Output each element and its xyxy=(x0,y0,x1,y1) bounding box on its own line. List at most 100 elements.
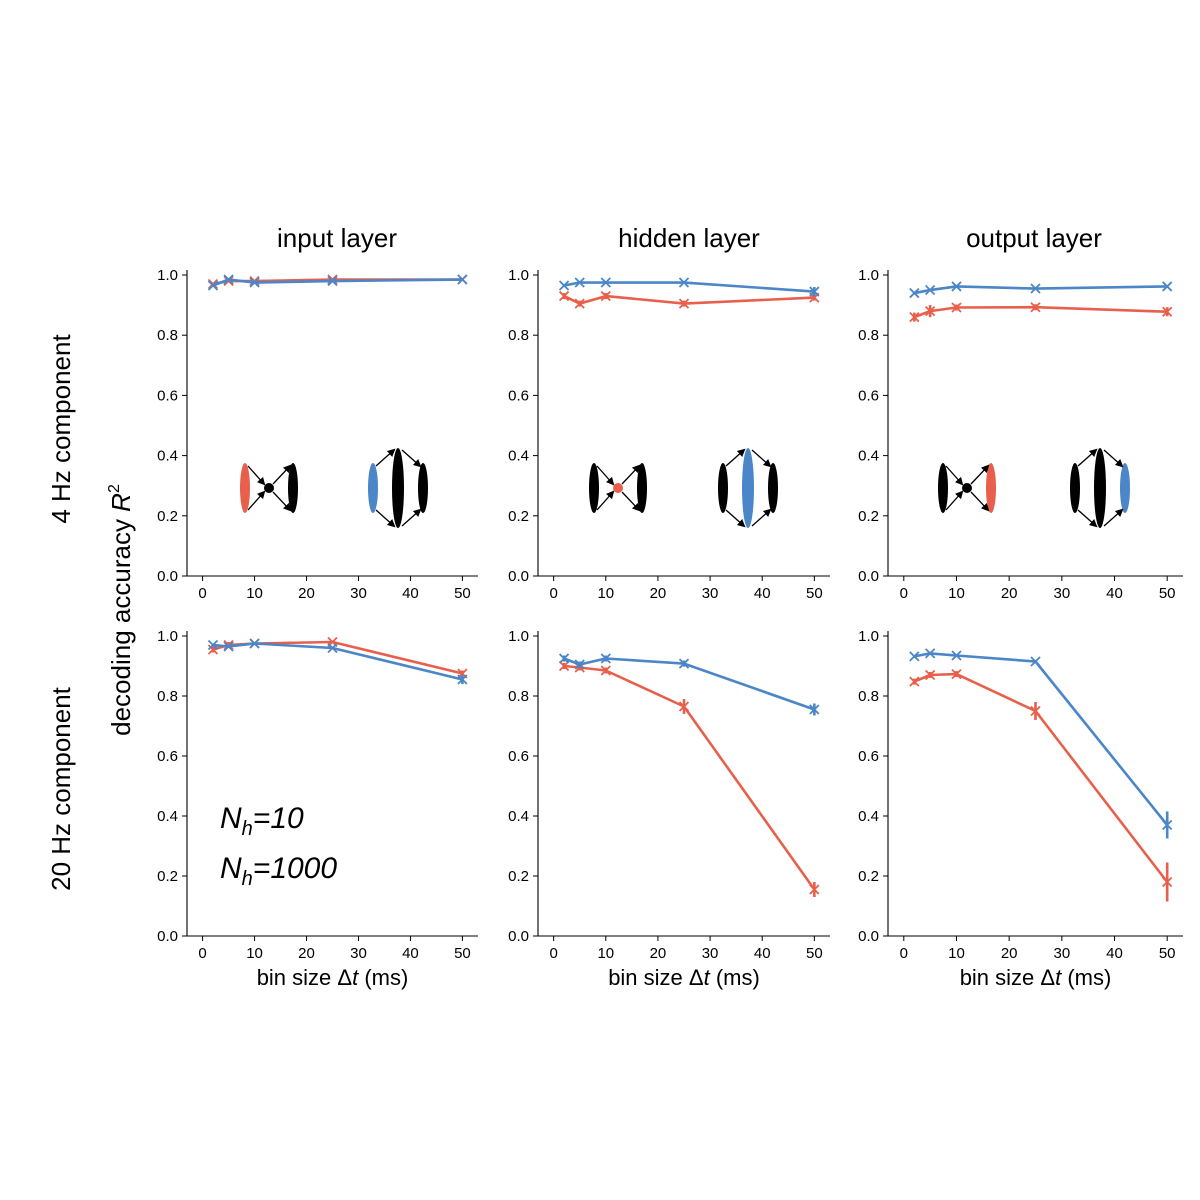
panel-4hz-input-x-tick-label: 30 xyxy=(350,585,367,602)
legend-nh1000-sub: h xyxy=(242,868,253,890)
x-axis-label-suffix: (ms) xyxy=(710,965,760,990)
panel-4hz-input-y-tick-label: 0.6 xyxy=(157,387,178,404)
network-arrow xyxy=(945,490,964,511)
network-inset-hidden xyxy=(589,448,778,528)
network-small-layer-left xyxy=(938,463,948,513)
panel-20hz-input-marker-nh1000 xyxy=(327,642,338,654)
network-large-layer-right xyxy=(768,463,778,513)
panel-4hz-output-marker-nh1000 xyxy=(1162,281,1173,292)
legend-nh10-sub: h xyxy=(242,818,253,840)
panel-4hz-output-y-tick-label: 0.2 xyxy=(858,508,879,525)
panel-20hz-hidden-x-tick-label: 50 xyxy=(806,945,823,962)
network-arrow xyxy=(725,448,746,467)
legend-nh1000-base: N xyxy=(220,852,242,885)
network-large-hidden-layer xyxy=(742,448,754,528)
panel-4hz-hidden-marker-nh10 xyxy=(574,298,585,309)
panel-20hz-input-x-axis-label: bin size Δt (ms) xyxy=(257,965,409,990)
y-axis-label: decoding accuracy R2 xyxy=(106,484,136,736)
network-small-layer-right xyxy=(637,463,647,513)
panel-20hz-output-marker-nh1000 xyxy=(909,651,920,662)
panel-20hz-hidden-marker-nh1000 xyxy=(678,658,690,669)
column-title-output: output layer xyxy=(966,223,1102,253)
panel-20hz-output-y-tick-label: 0.0 xyxy=(858,928,879,945)
network-large-layer-left xyxy=(718,463,728,513)
panel-20hz-input-marker-nh1000 xyxy=(249,638,260,649)
network-arrow xyxy=(401,449,422,468)
panel-20hz-output-x-tick-label: 20 xyxy=(1001,945,1018,962)
panel-4hz-hidden-marker-nh1000 xyxy=(558,280,570,291)
network-arrow xyxy=(375,509,396,528)
network-large-layer-left xyxy=(368,463,378,513)
panel-4hz-output-y-tick-label: 0.8 xyxy=(858,327,879,344)
panel-4hz-output-marker-nh1000 xyxy=(1030,283,1041,294)
panel-20hz-hidden-marker-nh10 xyxy=(809,884,820,895)
panel-4hz-input-x-tick-label: 10 xyxy=(246,585,263,602)
panel-4hz-hidden-x-tick-label: 0 xyxy=(549,585,557,602)
network-arrow xyxy=(596,490,615,511)
network-arrow xyxy=(272,464,292,485)
panel-4hz-output-y-tick-label: 1.0 xyxy=(858,267,879,284)
panel-20hz-hidden-line-nh10 xyxy=(563,664,816,891)
network-small-layer-right xyxy=(986,463,996,513)
x-axis-label-prefix: bin size Δ xyxy=(960,965,1056,990)
network-small-layer-left xyxy=(240,463,250,513)
panel-4hz-hidden-y-tick-label: 0.6 xyxy=(508,387,529,404)
network-arrow xyxy=(401,508,422,527)
panel-4hz-input-y-tick-label: 1.0 xyxy=(157,267,178,284)
panel-4hz-output-marker-nh10 xyxy=(1162,306,1173,317)
panel-20hz-hidden-x-tick-label: 10 xyxy=(597,945,614,962)
panel-4hz-input-y-tick-label: 0.4 xyxy=(157,448,178,465)
panel-4hz-output-marker-nh1000 xyxy=(909,287,920,299)
panel-20hz-output-x-axis-label: bin size Δt (ms) xyxy=(960,965,1112,990)
network-arrow xyxy=(970,491,990,512)
panel-20hz-output-y-tick-label: 1.0 xyxy=(858,628,879,645)
x-axis-label-suffix: (ms) xyxy=(1061,965,1111,990)
network-arrow xyxy=(247,490,266,511)
row-label-4hz: 4 Hz component xyxy=(46,334,76,524)
panel-4hz-output-marker-nh10 xyxy=(951,302,962,313)
y-axis-label-symbol: R xyxy=(106,493,136,512)
network-arrow xyxy=(751,508,772,527)
panel-4hz-output-x-tick-label: 0 xyxy=(900,585,908,602)
panel-20hz-hidden-y-tick-label: 0.2 xyxy=(508,868,529,885)
panel-20hz-output-x-tick-label: 0 xyxy=(900,945,908,962)
panel-4hz-hidden-y-tick-label: 0.4 xyxy=(508,448,529,465)
panel-4hz-hidden-x-tick-label: 30 xyxy=(702,585,719,602)
panel-20hz-input-y-tick-label: 0.2 xyxy=(157,868,178,885)
panel-4hz-hidden-marker-nh1000 xyxy=(809,286,820,297)
panel-20hz-input-y-tick-label: 0.4 xyxy=(157,808,178,825)
panel-20hz-input-x-tick-label: 50 xyxy=(454,945,471,962)
network-arrow xyxy=(621,464,641,485)
x-axis-label-var: t xyxy=(1055,965,1062,990)
panel-4hz-output-x-tick-label: 50 xyxy=(1159,585,1176,602)
panel-20hz-output-x-tick-label: 10 xyxy=(948,945,965,962)
panel-20hz-hidden-x-tick-label: 30 xyxy=(702,945,719,962)
panel-20hz-output-marker-nh1000 xyxy=(1030,656,1041,667)
panel-20hz-input-y-tick-label: 0.8 xyxy=(157,688,178,705)
panels: 0.0 0.2 0.4 0.6 0.8 1.0 0 10 20 30 40 50 0.0 0.2 0.4 0.… xyxy=(157,267,1183,990)
network-arrow xyxy=(970,464,990,485)
panel-20hz-output-x-tick-label: 40 xyxy=(1106,945,1123,962)
panel-20hz-hidden-y-tick-label: 1.0 xyxy=(508,628,529,645)
network-arrow xyxy=(272,491,292,512)
network-large-hidden-layer xyxy=(1094,448,1106,528)
panel-20hz-input: 0.0 0.2 0.4 0.6 0.8 1.0 0 10 20 30 40 50 bin size Δt… xyxy=(157,628,478,990)
panel-4hz-input-y-tick-label: 0.0 xyxy=(157,568,178,585)
panel-20hz-hidden-marker-nh1000 xyxy=(558,653,570,664)
panel-4hz-hidden-marker-nh10 xyxy=(600,290,611,302)
network-large-layer-right xyxy=(418,463,428,513)
panel-4hz-output-x-tick-label: 20 xyxy=(1001,585,1018,602)
network-small-hidden-node xyxy=(264,483,274,493)
panel-4hz-hidden-x-tick-label: 50 xyxy=(806,585,823,602)
network-arrow xyxy=(596,465,615,486)
panel-20hz-output-x-tick-label: 50 xyxy=(1159,945,1176,962)
panel-20hz-hidden-y-tick-label: 0.8 xyxy=(508,688,529,705)
panel-20hz-input-y-tick-label: 1.0 xyxy=(157,628,178,645)
panel-20hz-output-marker-nh10 xyxy=(1162,876,1173,888)
panel-4hz-hidden: 0.0 0.2 0.4 0.6 0.8 1.0 0 10 20 30 40 50 xyxy=(508,267,830,602)
network-small-hidden-node xyxy=(962,483,972,493)
network-arrow xyxy=(945,465,964,486)
x-axis-label-var: t xyxy=(352,965,359,990)
panel-4hz-output-x-tick-label: 30 xyxy=(1053,585,1070,602)
